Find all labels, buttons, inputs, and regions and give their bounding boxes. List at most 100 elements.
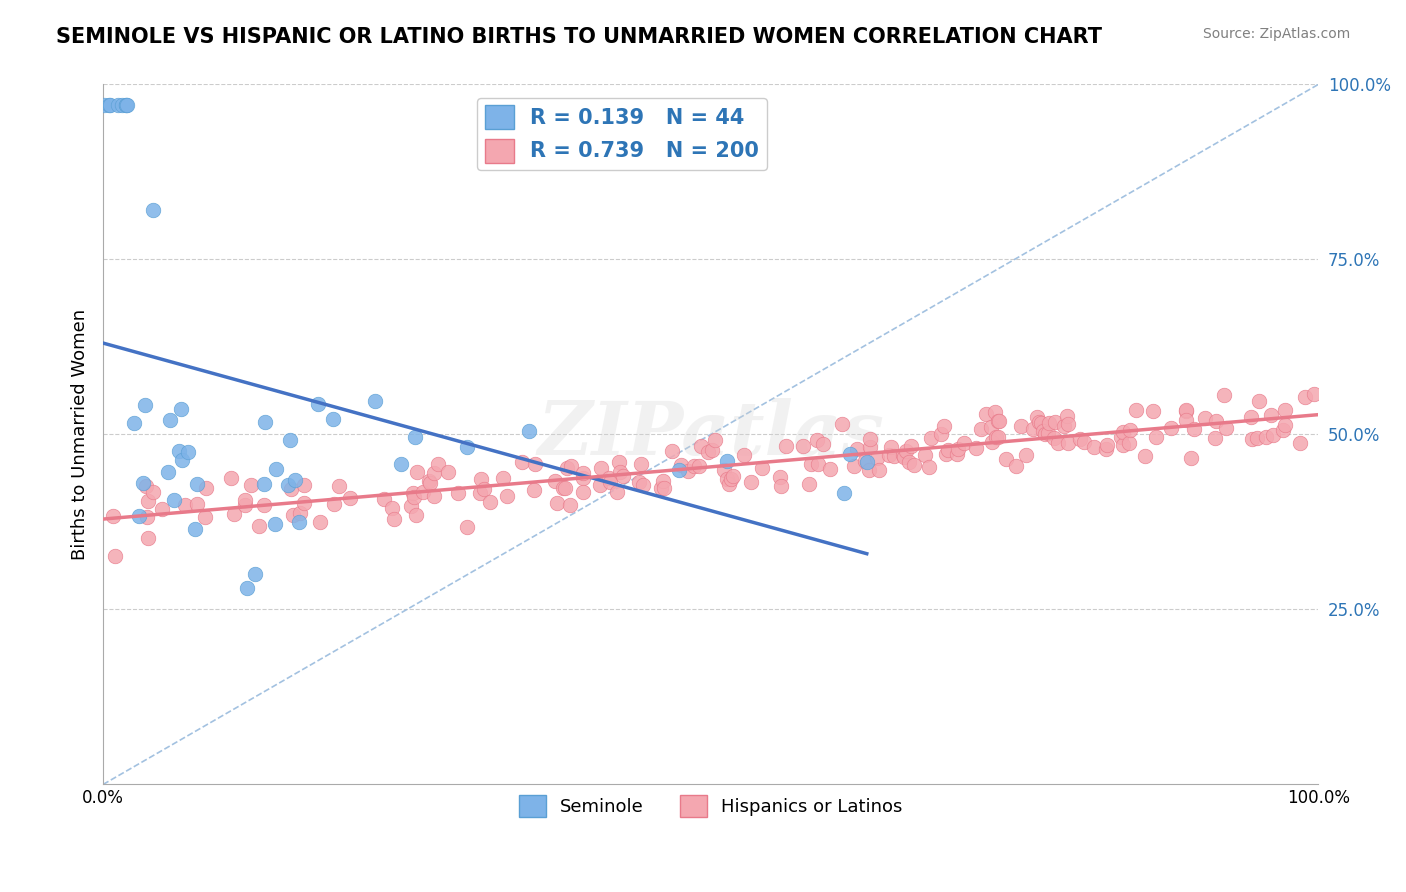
- Point: [1043, 432, 1066, 446]
- Point: [479, 495, 502, 509]
- Point: [1038, 425, 1060, 440]
- Point: [98, 98, 121, 112]
- Point: [437, 465, 460, 479]
- Point: [572, 466, 595, 480]
- Point: [1118, 435, 1140, 450]
- Point: [769, 479, 792, 493]
- Point: [194, 481, 217, 495]
- Point: [952, 436, 974, 450]
- Point: [492, 471, 515, 485]
- Point: [612, 469, 634, 483]
- Point: [412, 485, 434, 500]
- Point: [718, 476, 741, 491]
- Point: [233, 498, 256, 512]
- Point: [169, 444, 191, 458]
- Point: [800, 457, 823, 471]
- Point: [283, 508, 305, 522]
- Point: [846, 442, 869, 457]
- Point: [419, 476, 441, 491]
- Point: [1180, 450, 1202, 465]
- Point: [523, 483, 546, 497]
- Point: [560, 459, 582, 474]
- Point: [418, 475, 440, 489]
- Point: [1249, 394, 1271, 409]
- Point: [697, 444, 720, 458]
- Text: ZIPatlas: ZIPatlas: [537, 398, 884, 471]
- Point: [309, 516, 332, 530]
- Point: [1240, 432, 1263, 446]
- Point: [447, 486, 470, 500]
- Point: [277, 477, 299, 491]
- Point: [170, 401, 193, 416]
- Point: [903, 458, 925, 473]
- Point: [163, 493, 186, 508]
- Point: [496, 489, 519, 503]
- Point: [470, 486, 492, 500]
- Point: [1022, 422, 1045, 436]
- Point: [222, 507, 245, 521]
- Point: [682, 458, 704, 473]
- Point: [1294, 390, 1316, 404]
- Text: SEMINOLE VS HISPANIC OR LATINO BIRTHS TO UNMARRIED WOMEN CORRELATION CHART: SEMINOLE VS HISPANIC OR LATINO BIRTHS TO…: [56, 27, 1102, 46]
- Point: [243, 567, 266, 582]
- Point: [1083, 440, 1105, 454]
- Point: [98, 98, 121, 112]
- Point: [716, 454, 738, 468]
- Point: [987, 414, 1010, 428]
- Point: [382, 512, 405, 526]
- Point: [177, 445, 200, 459]
- Point: [855, 454, 877, 468]
- Point: [893, 450, 915, 465]
- Point: [1174, 404, 1197, 418]
- Point: [328, 479, 350, 493]
- Point: [115, 98, 138, 112]
- Point: [132, 476, 155, 491]
- Point: [704, 433, 727, 447]
- Point: [844, 459, 866, 474]
- Point: [554, 481, 576, 495]
- Point: [1005, 458, 1028, 473]
- Point: [546, 496, 568, 510]
- Point: [115, 98, 138, 112]
- Point: [609, 465, 631, 479]
- Point: [792, 439, 814, 453]
- Point: [853, 453, 876, 467]
- Point: [1194, 410, 1216, 425]
- Point: [1175, 413, 1198, 427]
- Point: [104, 549, 127, 564]
- Point: [470, 471, 492, 485]
- Point: [1057, 417, 1080, 431]
- Point: [1095, 442, 1118, 456]
- Point: [174, 498, 197, 512]
- Point: [111, 98, 134, 112]
- Point: [946, 442, 969, 456]
- Point: [918, 460, 941, 475]
- Point: [233, 493, 256, 508]
- Point: [936, 442, 959, 457]
- Point: [292, 478, 315, 492]
- Point: [107, 98, 129, 112]
- Text: Source: ZipAtlas.com: Source: ZipAtlas.com: [1202, 27, 1350, 41]
- Point: [405, 508, 427, 523]
- Point: [510, 455, 533, 469]
- Point: [980, 419, 1002, 434]
- Point: [631, 478, 654, 492]
- Point: [599, 475, 621, 489]
- Point: [883, 449, 905, 463]
- Point: [1056, 409, 1078, 424]
- Point: [920, 431, 942, 445]
- Point: [974, 407, 997, 421]
- Point: [811, 437, 834, 451]
- Point: [676, 465, 699, 479]
- Point: [650, 481, 672, 495]
- Point: [339, 491, 361, 505]
- Point: [1271, 423, 1294, 437]
- Point: [965, 441, 987, 455]
- Point: [1038, 416, 1060, 430]
- Point: [363, 393, 385, 408]
- Point: [1056, 436, 1078, 450]
- Point: [456, 520, 478, 534]
- Point: [932, 419, 955, 434]
- Point: [775, 439, 797, 453]
- Point: [543, 475, 565, 489]
